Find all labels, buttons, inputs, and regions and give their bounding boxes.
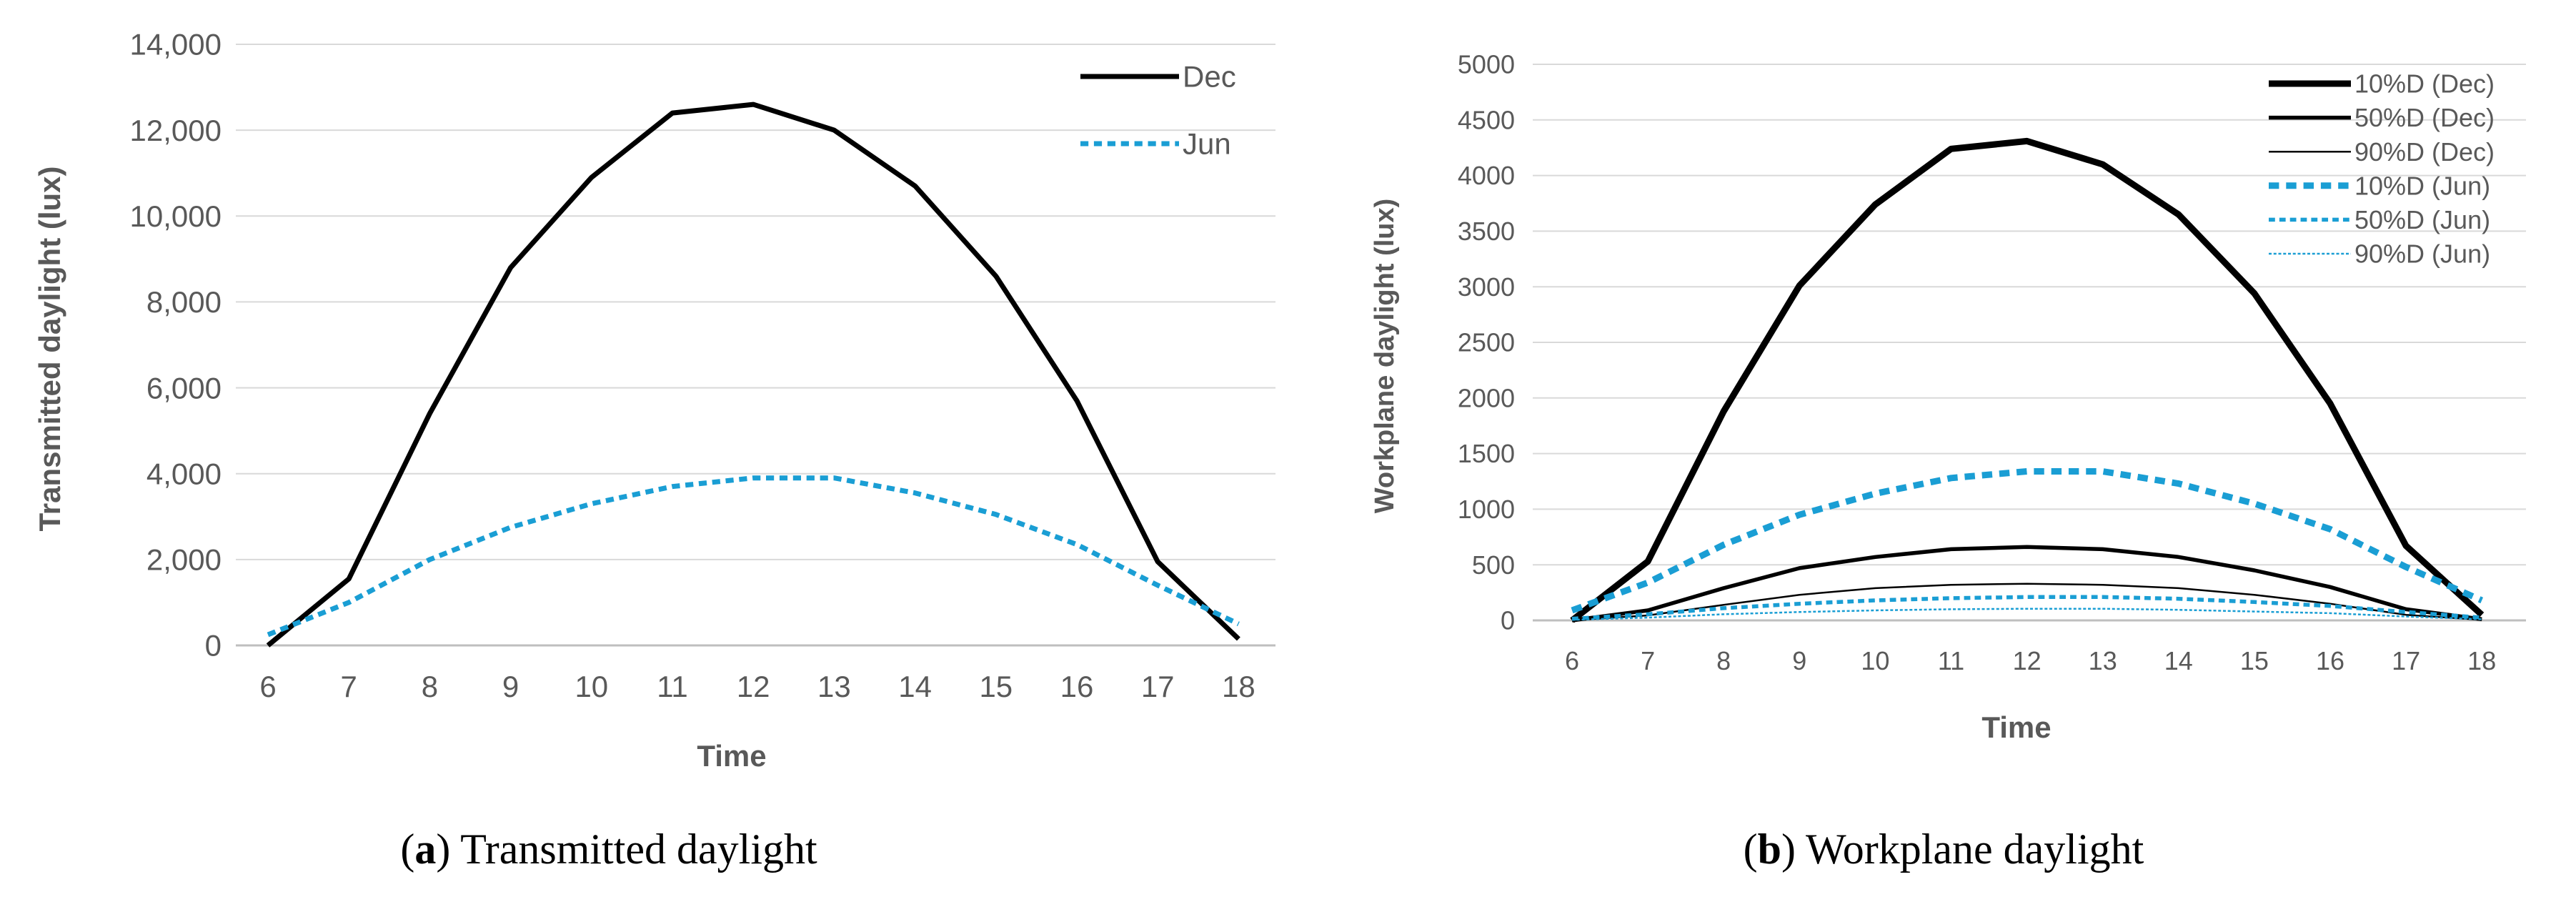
y-tick-label: 12,000 [130, 114, 222, 147]
x-tick-label: 10 [1861, 646, 1889, 675]
series-line-90-d-jun [1571, 608, 2482, 621]
x-tick-label: 15 [2240, 646, 2269, 675]
chart-b-x-axis-title: Time [1981, 710, 2051, 744]
chart-workplane-daylight: 0 500 1000 1500 2000 2500 3000 3500 4000 4500 5000… [1370, 50, 2526, 873]
x-tick-label: 15 [979, 670, 1013, 703]
series-line-10-d-dec [1570, 137, 2485, 623]
chart-b-y-ticks: 0 500 1000 1500 2000 2500 3000 3500 4000 4500 5000 [1458, 50, 1515, 635]
y-tick-label: 4000 [1458, 161, 1515, 190]
chart-b-caption-text: Workplane daylight [1806, 826, 2144, 873]
legend-label-50-d-jun: 50%D (Jun) [2354, 205, 2490, 234]
x-tick-label: 11 [1938, 646, 1964, 675]
y-tick-label: 2500 [1458, 328, 1515, 357]
x-tick-label: 17 [1141, 670, 1175, 703]
y-tick-label: 3000 [1458, 272, 1515, 302]
chart-a-y-ticks: 0 2,000 4,000 6,000 8,000 10,000 12,000 14,000 [130, 28, 222, 663]
legend-label-dec: Dec [1183, 60, 1236, 94]
chart-transmitted-daylight: 02,0004,0006,0008,00010,00012,00014,000 … [33, 28, 1275, 873]
y-tick-label: 0 [205, 629, 222, 663]
y-tick-label: 8,000 [146, 285, 222, 319]
series-line-90-d-dec [1571, 583, 2482, 622]
chart-a-x-axis-title: Time [697, 739, 766, 773]
chart-b-x-ticks: 6 7 8 9 10 11 12 13 14 15 16 17 18 [1565, 646, 2496, 675]
chart-b-caption: (b) Workplane daylight [1744, 826, 2144, 873]
x-tick-label: 8 [422, 670, 438, 703]
y-tick-label: 3500 [1458, 217, 1515, 246]
legend-label-90-d-dec: 90%D (Dec) [2354, 137, 2495, 167]
chart-a-legend: Dec Jun [1080, 60, 1236, 161]
legend-label-50-d-dec: 50%D (Dec) [2354, 103, 2495, 132]
x-tick-label: 18 [1222, 670, 1255, 703]
y-tick-label: 500 [1472, 550, 1515, 580]
x-tick-label: 7 [341, 670, 357, 703]
y-tick-label: 2000 [1458, 383, 1515, 412]
y-tick-label: 0 [1501, 606, 1515, 635]
y-tick-label: 4,000 [146, 457, 222, 490]
x-tick-label: 6 [1565, 646, 1579, 675]
chart-a-caption-text: Transmitted daylight [460, 826, 817, 873]
series-line-50-d-jun [1571, 595, 2482, 621]
chart-b-legend: 10%D (Dec) 50%D (Dec) 90%D (Dec) 10%D (Jun)… [2269, 69, 2495, 269]
x-tick-label: 10 [575, 670, 608, 703]
x-tick-label: 14 [898, 670, 932, 703]
x-tick-label: 16 [1060, 670, 1094, 703]
series-line-dec [266, 101, 1240, 648]
legend-label-90-d-jun: 90%D (Jun) [2354, 239, 2490, 269]
chart-a-x-ticks: 6 7 8 9 10 11 12 13 14 15 16 17 18 [259, 670, 1255, 703]
chart-a-caption-label: a [414, 826, 436, 873]
y-tick-label: 14,000 [130, 28, 222, 61]
x-tick-label: 13 [817, 670, 851, 703]
chart-a-grid [236, 44, 1275, 647]
y-tick-label: 5000 [1458, 50, 1515, 79]
x-tick-label: 14 [2164, 646, 2193, 675]
y-tick-label: 1500 [1458, 439, 1515, 468]
x-tick-label: 11 [657, 670, 688, 703]
x-tick-label: 13 [2089, 646, 2117, 675]
series-line-jun [267, 475, 1240, 638]
x-tick-label: 7 [1641, 646, 1655, 675]
y-tick-label: 6,000 [146, 371, 222, 405]
chart-b-series [1570, 137, 2485, 623]
chart-b-y-axis-title: Workplane daylight (lux) [1370, 199, 1400, 514]
x-tick-label: 18 [2467, 646, 2496, 675]
chart-b-caption-label: b [1758, 826, 1781, 873]
y-tick-label: 10,000 [130, 199, 222, 233]
x-tick-label: 6 [259, 670, 276, 703]
series-line-10-d-jun [1571, 468, 2484, 614]
x-tick-label: 9 [1792, 646, 1806, 675]
legend-label-10-d-dec: 10%D (Dec) [2354, 69, 2495, 99]
x-tick-label: 17 [2392, 646, 2420, 675]
legend-label-10-d-jun: 10%D (Jun) [2354, 171, 2490, 200]
chart-a-y-axis-title: Transmitted daylight (lux) [33, 166, 66, 531]
series-line-50-d-dec [1571, 545, 2482, 623]
x-tick-label: 16 [2316, 646, 2344, 675]
x-tick-label: 12 [737, 670, 770, 703]
x-tick-label: 12 [2013, 646, 2042, 675]
chart-a-series [266, 101, 1240, 648]
legend-label-jun: Jun [1183, 127, 1231, 161]
y-tick-label: 1000 [1458, 495, 1515, 524]
y-tick-label: 2,000 [146, 543, 222, 577]
x-tick-label: 8 [1716, 646, 1731, 675]
chart-a-caption: (a) Transmitted daylight [400, 826, 817, 873]
y-tick-label: 4500 [1458, 105, 1515, 134]
x-tick-label: 9 [502, 670, 519, 703]
